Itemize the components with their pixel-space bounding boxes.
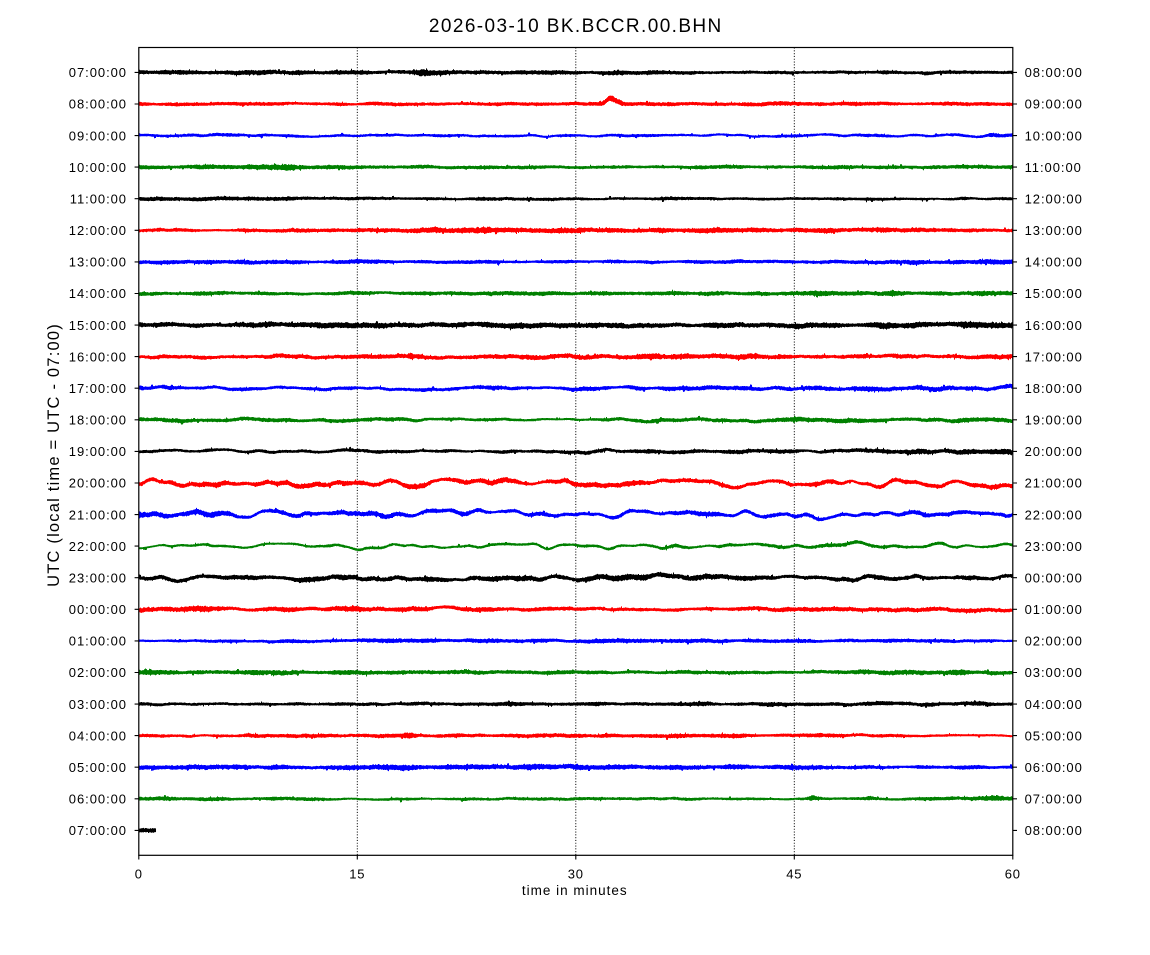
svg-text:02:00:00: 02:00:00 — [69, 665, 127, 680]
svg-text:20:00:00: 20:00:00 — [69, 476, 127, 491]
svg-text:13:00:00: 13:00:00 — [1025, 223, 1083, 238]
svg-text:04:00:00: 04:00:00 — [1025, 697, 1083, 712]
svg-text:13:00:00: 13:00:00 — [69, 255, 127, 270]
svg-text:07:00:00: 07:00:00 — [69, 65, 127, 80]
svg-text:00:00:00: 00:00:00 — [69, 602, 127, 617]
svg-text:19:00:00: 19:00:00 — [1025, 413, 1083, 428]
svg-text:12:00:00: 12:00:00 — [69, 223, 127, 238]
svg-text:20:00:00: 20:00:00 — [1025, 444, 1083, 459]
svg-text:03:00:00: 03:00:00 — [69, 697, 127, 712]
svg-text:16:00:00: 16:00:00 — [69, 349, 127, 364]
svg-text:12:00:00: 12:00:00 — [1025, 191, 1083, 206]
svg-text:30: 30 — [568, 867, 584, 882]
svg-text:45: 45 — [786, 867, 802, 882]
svg-text:21:00:00: 21:00:00 — [69, 507, 127, 522]
svg-text:19:00:00: 19:00:00 — [69, 444, 127, 459]
svg-text:23:00:00: 23:00:00 — [69, 570, 127, 585]
svg-text:16:00:00: 16:00:00 — [1025, 318, 1083, 333]
svg-text:UTC (local time = UTC - 07:00): UTC (local time = UTC - 07:00) — [45, 323, 63, 587]
svg-text:01:00:00: 01:00:00 — [69, 634, 127, 649]
svg-text:07:00:00: 07:00:00 — [69, 823, 127, 838]
svg-text:0: 0 — [135, 867, 143, 882]
svg-text:06:00:00: 06:00:00 — [1025, 760, 1083, 775]
svg-text:14:00:00: 14:00:00 — [69, 286, 127, 301]
svg-text:15:00:00: 15:00:00 — [69, 318, 127, 333]
svg-text:09:00:00: 09:00:00 — [1025, 97, 1083, 112]
svg-text:23:00:00: 23:00:00 — [1025, 539, 1083, 554]
svg-text:22:00:00: 22:00:00 — [69, 539, 127, 554]
svg-text:11:00:00: 11:00:00 — [1025, 160, 1082, 175]
svg-text:08:00:00: 08:00:00 — [1025, 823, 1083, 838]
svg-text:07:00:00: 07:00:00 — [1025, 792, 1083, 807]
svg-text:10:00:00: 10:00:00 — [1025, 128, 1083, 143]
svg-text:11:00:00: 11:00:00 — [70, 191, 127, 206]
svg-text:10:00:00: 10:00:00 — [69, 160, 127, 175]
svg-text:15:00:00: 15:00:00 — [1025, 286, 1083, 301]
svg-text:17:00:00: 17:00:00 — [69, 381, 127, 396]
svg-text:04:00:00: 04:00:00 — [69, 728, 127, 743]
svg-text:08:00:00: 08:00:00 — [1025, 65, 1083, 80]
svg-text:60: 60 — [1005, 867, 1021, 882]
svg-text:17:00:00: 17:00:00 — [1025, 349, 1083, 364]
svg-text:2026-03-10 BK.BCCR.00.BHN: 2026-03-10 BK.BCCR.00.BHN — [429, 16, 723, 37]
svg-text:00:00:00: 00:00:00 — [1025, 570, 1083, 585]
svg-text:15: 15 — [349, 867, 365, 882]
svg-text:18:00:00: 18:00:00 — [69, 413, 127, 428]
svg-text:03:00:00: 03:00:00 — [1025, 665, 1083, 680]
svg-text:14:00:00: 14:00:00 — [1025, 255, 1083, 270]
svg-text:05:00:00: 05:00:00 — [69, 760, 127, 775]
svg-text:18:00:00: 18:00:00 — [1025, 381, 1083, 396]
svg-text:09:00:00: 09:00:00 — [69, 128, 127, 143]
svg-text:08:00:00: 08:00:00 — [69, 97, 127, 112]
svg-text:06:00:00: 06:00:00 — [69, 792, 127, 807]
svg-text:21:00:00: 21:00:00 — [1025, 476, 1083, 491]
svg-text:22:00:00: 22:00:00 — [1025, 507, 1083, 522]
svg-text:05:00:00: 05:00:00 — [1025, 728, 1083, 743]
svg-text:02:00:00: 02:00:00 — [1025, 634, 1083, 649]
svg-text:01:00:00: 01:00:00 — [1025, 602, 1083, 617]
svg-text:time in minutes: time in minutes — [522, 883, 628, 898]
